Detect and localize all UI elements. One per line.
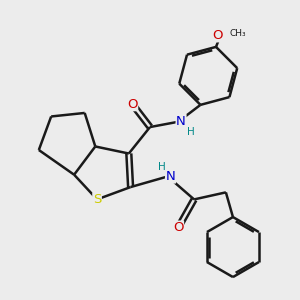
- Text: O: O: [173, 221, 184, 234]
- Text: H: H: [187, 127, 194, 136]
- Text: S: S: [93, 193, 101, 206]
- Text: N: N: [176, 115, 186, 128]
- Text: CH₃: CH₃: [230, 29, 247, 38]
- Text: O: O: [212, 29, 222, 42]
- Text: O: O: [127, 98, 138, 111]
- Text: N: N: [166, 170, 175, 183]
- Text: H: H: [158, 162, 166, 172]
